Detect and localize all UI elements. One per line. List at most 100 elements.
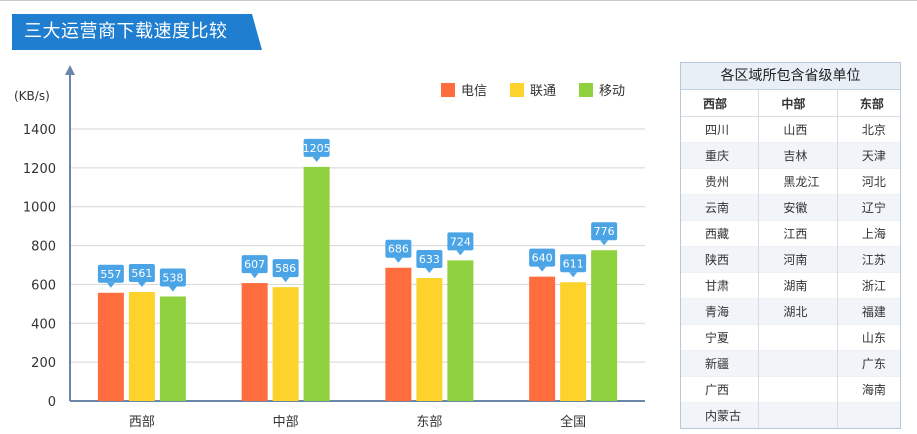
page-title: 三大运营商下载速度比较 <box>24 21 228 42</box>
province-cell: 上海 <box>836 220 900 247</box>
province-cell: 北京 <box>836 116 900 143</box>
province-cell: 宁夏 <box>681 324 759 351</box>
province-cell <box>836 402 900 428</box>
region-table-row: 四川 山西 北京 <box>681 116 900 143</box>
legend-label: 联通 <box>530 84 556 99</box>
province-cell: 贵州 <box>681 168 759 195</box>
region-table-row: 甘肃 湖南 浙江 <box>681 272 900 299</box>
province-cell: 山东 <box>836 324 900 351</box>
province-cell: 江苏 <box>836 246 900 273</box>
x-tick-label: 东部 <box>416 415 442 430</box>
bar-联通 <box>560 282 587 401</box>
value-label-pointer <box>569 272 578 278</box>
value-label: 611 <box>563 257 584 270</box>
value-label: 686 <box>388 243 409 256</box>
province-cell: 青海 <box>681 298 759 325</box>
value-label-box <box>416 250 443 269</box>
y-tick-label: 1400 <box>23 123 56 138</box>
region-panel-title: 各区域所包含省级单位 <box>681 63 900 90</box>
value-label-box <box>272 259 299 278</box>
title-banner-shape <box>12 14 262 50</box>
value-label-box <box>241 255 268 274</box>
value-label-box <box>385 239 412 258</box>
top-divider <box>0 0 917 1</box>
region-table-row: 宁夏 山东 <box>681 324 900 351</box>
province-cell: 山西 <box>758 116 838 143</box>
value-label: 561 <box>131 267 152 280</box>
province-cell <box>758 402 838 428</box>
value-label: 586 <box>275 262 296 275</box>
y-tick-label: 1200 <box>23 162 56 177</box>
legend-swatch-移动 <box>579 83 593 97</box>
value-label-pointer <box>425 268 434 274</box>
bar-联通 <box>272 287 299 401</box>
region-table-row: 青海 湖北 福建 <box>681 298 900 325</box>
province-cell: 河南 <box>758 246 838 273</box>
province-cell: 安徽 <box>758 194 838 221</box>
title-banner: 三大运营商下载速度比较 <box>12 14 262 50</box>
province-cell: 湖南 <box>758 272 838 299</box>
region-table-row: 陕西 河南 江苏 <box>681 246 900 273</box>
value-label: 538 <box>162 271 183 284</box>
value-label-box <box>560 254 587 273</box>
y-axis-arrow <box>65 65 75 75</box>
value-label: 607 <box>244 258 265 271</box>
region-table-row: 内蒙古 <box>681 402 900 428</box>
bar-电信 <box>529 276 556 401</box>
province-cell: 四川 <box>681 116 759 143</box>
province-cell: 新疆 <box>681 350 759 377</box>
province-cell: 广东 <box>836 350 900 377</box>
value-label: 776 <box>594 225 615 238</box>
province-cell: 西藏 <box>681 220 759 247</box>
region-table: 西部 中部 东部 四川 山西 北京 重庆 吉林 天津 贵州 黑龙江 河北 云南 安徽 辽宁 西藏 江西 上海… <box>681 90 900 428</box>
region-panel: 各区域所包含省级单位 西部 中部 东部 四川 山西 北京 重庆 吉林 天津 贵州 黑龙江 河北云… <box>680 62 901 429</box>
region-header-west: 西部 <box>681 90 759 117</box>
region-table-header-row: 西部 中部 东部 <box>681 90 900 117</box>
province-cell: 海南 <box>836 376 900 403</box>
region-header-central: 中部 <box>758 90 838 117</box>
province-cell: 江西 <box>758 220 838 247</box>
value-label: 1205 <box>303 142 331 155</box>
legend-label: 移动 <box>599 84 625 99</box>
y-tick-label: 200 <box>31 356 56 371</box>
bar-移动 <box>447 260 474 401</box>
legend-swatch-电信 <box>441 83 455 97</box>
value-label-pointer <box>168 286 177 292</box>
province-cell <box>758 324 838 351</box>
value-label-pointer <box>137 282 146 288</box>
value-label-pointer <box>456 250 465 256</box>
value-label-box <box>529 248 556 267</box>
province-cell <box>758 350 838 377</box>
value-label: 724 <box>450 235 471 248</box>
region-table-body: 四川 山西 北京 重庆 吉林 天津 贵州 黑龙江 河北 云南 安徽 辽宁 西藏 江西 上海 陕西 河南 江苏 甘肃湖… <box>681 116 900 428</box>
province-cell: 辽宁 <box>836 194 900 221</box>
value-label: 640 <box>532 252 553 265</box>
y-tick-label: 0 <box>48 395 56 410</box>
value-label-pointer <box>106 282 115 288</box>
region-table-row: 云南 安徽 辽宁 <box>681 194 900 221</box>
value-label-box <box>97 264 124 283</box>
region-table-row: 西藏 江西 上海 <box>681 220 900 247</box>
x-tick-label: 全国 <box>560 414 586 430</box>
value-label-box <box>128 264 155 283</box>
value-label-box <box>303 138 330 157</box>
y-tick-label: 1000 <box>23 201 56 216</box>
province-cell: 甘肃 <box>681 272 759 299</box>
bar-电信 <box>97 292 124 401</box>
province-cell: 陕西 <box>681 246 759 273</box>
region-header-east: 东部 <box>836 90 900 117</box>
province-cell: 湖北 <box>758 298 838 325</box>
bar-chart: 0 200 400 600 800 1000 1200 1400 (KB/s) 557 561 538… <box>14 65 645 430</box>
province-cell: 福建 <box>836 298 900 325</box>
bar-电信 <box>385 267 412 401</box>
province-cell: 内蒙古 <box>681 402 759 428</box>
x-tick-label: 西部 <box>129 415 155 430</box>
legend-label: 电信 <box>461 84 487 99</box>
region-table-row: 重庆 吉林 天津 <box>681 142 900 169</box>
value-label-box <box>591 222 618 241</box>
y-tick-label: 400 <box>31 317 56 332</box>
province-cell: 天津 <box>836 142 900 169</box>
province-cell: 重庆 <box>681 142 759 169</box>
bar-移动 <box>303 166 330 401</box>
province-cell: 广西 <box>681 376 759 403</box>
